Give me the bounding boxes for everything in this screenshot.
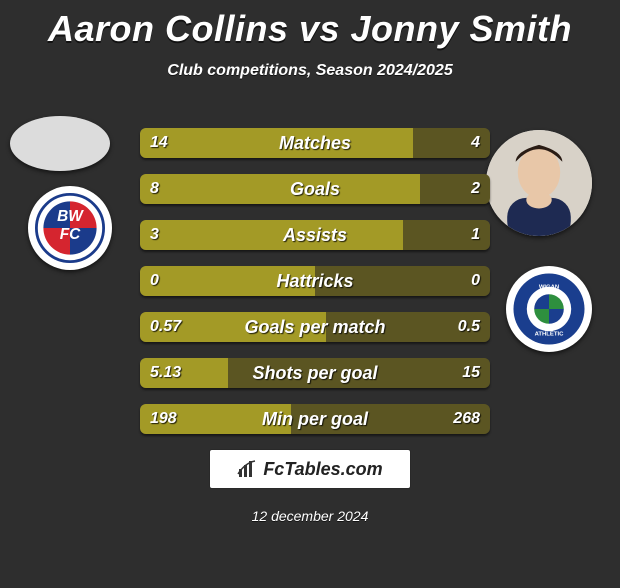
stat-bar-right: [315, 266, 490, 296]
club-right-badge: WIGAN ATHLETIC: [506, 266, 592, 352]
club-crest-icon: BW FC: [35, 193, 105, 263]
stat-bar-right: [420, 174, 490, 204]
svg-text:ATHLETIC: ATHLETIC: [535, 332, 564, 338]
stat-bar-left: [140, 128, 413, 158]
stat-bar-right: [413, 128, 490, 158]
stat-row: Matches144: [140, 128, 490, 158]
player-right-avatar: [486, 130, 592, 236]
stat-bar-right: [291, 404, 491, 434]
stat-bar-right: [403, 220, 491, 250]
stat-bar-left: [140, 358, 228, 388]
footer-date: 12 december 2024: [0, 508, 620, 524]
stat-bar-left: [140, 174, 420, 204]
chart-bars-icon: [237, 459, 257, 479]
stat-bar-left: [140, 220, 403, 250]
svg-text:WIGAN: WIGAN: [539, 284, 559, 290]
club-crest-icon: WIGAN ATHLETIC: [512, 272, 586, 346]
svg-text:BW: BW: [57, 208, 84, 225]
site-logo: FcTables.com: [210, 450, 410, 488]
stat-row: Goals82: [140, 174, 490, 204]
stat-row: Shots per goal5.1315: [140, 358, 490, 388]
svg-text:FC: FC: [60, 226, 81, 243]
person-icon: [486, 130, 592, 236]
stat-bar-left: [140, 266, 315, 296]
stat-row: Goals per match0.570.5: [140, 312, 490, 342]
stat-bar-left: [140, 312, 326, 342]
stat-bar-right: [326, 312, 491, 342]
player-left-avatar: [10, 116, 110, 171]
club-left-badge: BW FC: [28, 186, 112, 270]
stat-bar-right: [228, 358, 491, 388]
stat-row: Assists31: [140, 220, 490, 250]
stat-bar-left: [140, 404, 291, 434]
stat-row: Hattricks00: [140, 266, 490, 296]
stat-row: Min per goal198268: [140, 404, 490, 434]
stats-comparison-chart: Matches144 Goals82 Assists31 Hattricks00 Goa…: [140, 128, 490, 450]
site-logo-text: FcTables.com: [263, 459, 382, 480]
page-title: Aaron Collins vs Jonny Smith: [0, 8, 620, 50]
subtitle: Club competitions, Season 2024/2025: [0, 62, 620, 80]
